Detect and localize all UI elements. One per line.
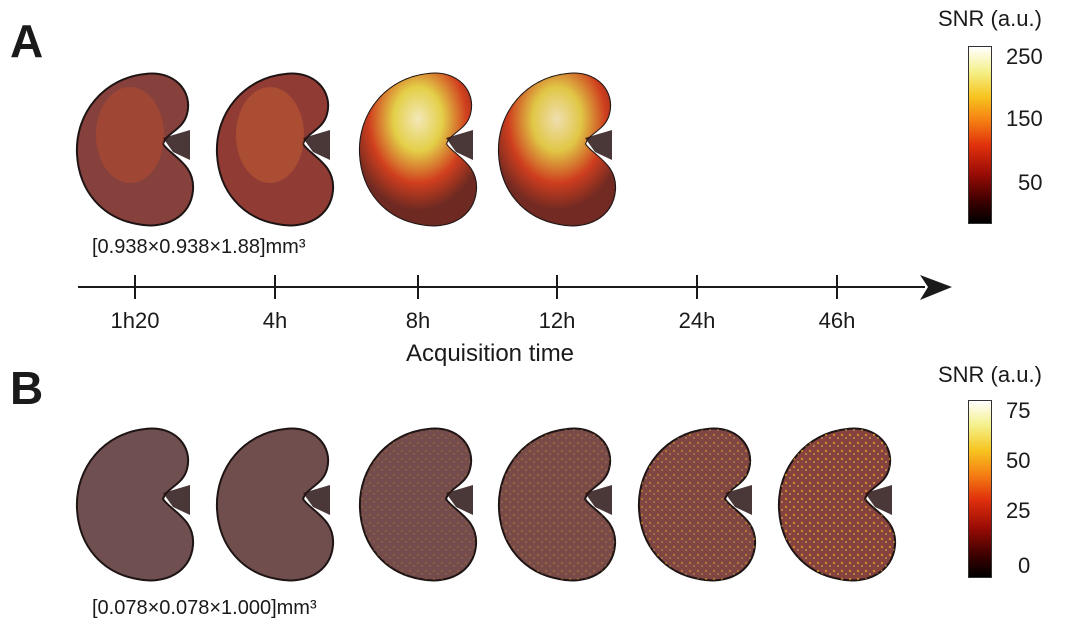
colorbar-a [968,46,992,224]
kidney-image [75,72,195,227]
kidney-image [75,427,195,582]
axis-ticks [134,275,838,299]
colorbar-b-tick: 50 [1006,448,1031,473]
colorbar-b-tick: 0 [1018,553,1031,578]
colorbar-a-tick: 50 [1018,170,1043,195]
colorbar-b-tick: 25 [1006,498,1031,523]
kidney-image [215,427,335,582]
resolution-label-a: [0.938×0.938×1.88]mm³ [92,236,306,258]
kidney-image [215,72,335,227]
time-label: 4h [262,308,288,333]
colorbar-a-tick: 250 [1006,44,1043,69]
colorbar-b-title: SNR (a.u.) [938,362,1042,387]
axis-arrow-icon [920,275,952,300]
time-label: 12h [538,308,576,333]
colorbar-a-tick: 150 [1006,106,1043,131]
colorbar-a-title: SNR (a.u.) [938,6,1042,31]
colorbar-b-tick: 75 [1006,398,1031,423]
time-label: 8h [405,308,431,333]
timeline-axis [78,275,952,300]
resolution-label-b: [0.078×0.078×1.000]mm³ [92,597,317,619]
kidney-image [358,72,478,227]
axis-title: Acquisition time [405,340,575,367]
kidney-image [358,427,478,582]
time-label: 24h [678,308,716,333]
panel-b-label: B [10,362,44,414]
kidney-image [777,427,897,582]
panel-a-label: A [10,15,44,67]
colorbar-b [968,400,992,578]
kidney-image [497,72,617,227]
time-label: 46h [818,308,856,333]
kidney-image [637,427,757,582]
kidney-row-a [75,72,617,227]
kidney-row-b [75,427,897,582]
time-label: 1h20 [110,308,160,333]
kidney-image [497,427,617,582]
